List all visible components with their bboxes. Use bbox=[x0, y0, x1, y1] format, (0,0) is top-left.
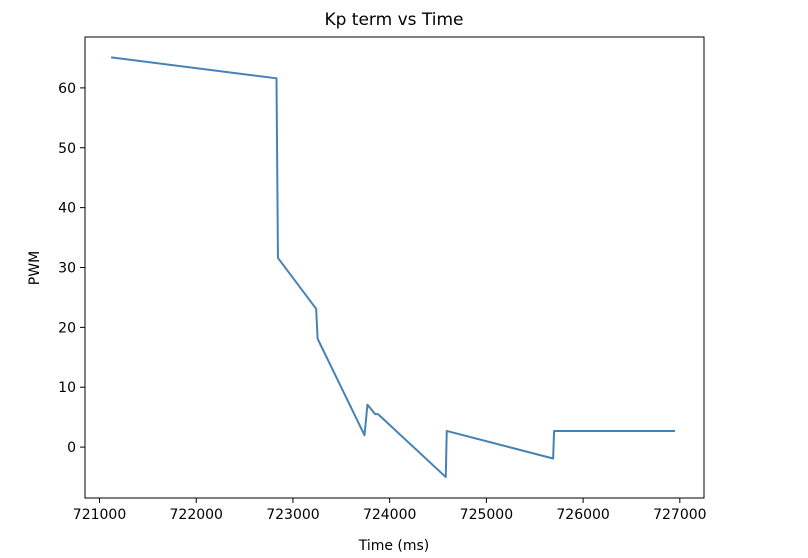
y-tick-label: 40 bbox=[58, 201, 76, 217]
y-tick-label: 60 bbox=[58, 81, 76, 97]
x-tick-label: 722000 bbox=[170, 507, 223, 523]
x-axis-label: Time (ms) bbox=[358, 538, 430, 554]
x-tick-label: 725000 bbox=[460, 507, 513, 523]
x-tick-label: 723000 bbox=[266, 507, 319, 523]
y-tick-label: 0 bbox=[67, 440, 76, 456]
y-axis-label: PWM bbox=[27, 251, 43, 285]
x-tick-label: 726000 bbox=[556, 507, 609, 523]
x-tick-label: 724000 bbox=[363, 507, 416, 523]
y-tick-label: 30 bbox=[58, 261, 76, 277]
y-tick-label: 50 bbox=[58, 141, 76, 157]
y-tick-label: 10 bbox=[58, 380, 76, 396]
x-tick-label: 727000 bbox=[653, 507, 706, 523]
chart-title: Kp term vs Time bbox=[324, 10, 463, 30]
y-tick-label: 20 bbox=[58, 320, 76, 336]
x-tick-label: 721000 bbox=[73, 507, 126, 523]
series-line-0 bbox=[110, 56, 675, 479]
plot-area: 721000 722000 723000 724000 725000 726000 7270… bbox=[58, 36, 707, 523]
